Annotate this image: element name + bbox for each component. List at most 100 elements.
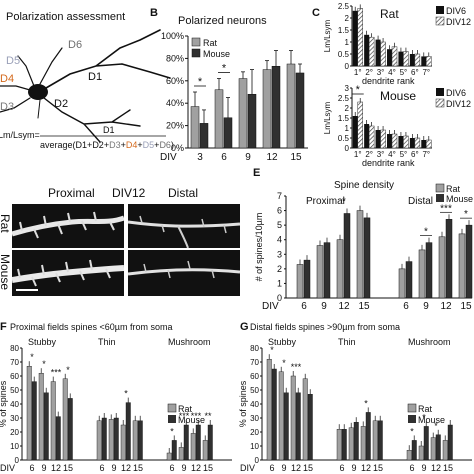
panel-e-x-label: DIV [262, 301, 279, 312]
panel-fg-sig-star: *** [291, 362, 302, 372]
panel-e-bar [405, 261, 413, 299]
panel-fg-legend-swatch-mouse [168, 415, 176, 423]
panel-c-legend-label: DIV12 [446, 17, 471, 27]
panel-e-label: E [253, 167, 260, 179]
panel-d-distal-label: Distal [168, 186, 199, 200]
panel-c-x-label: dendrite rank [362, 158, 415, 168]
panel-c-x-tick-label: 1° [354, 68, 362, 77]
panel-c-bar-div6 [352, 10, 358, 67]
panel-c-mouse-chart: 00.511.522.53 1° 2° 3° 4° 5° 6° 7° dendrite rank… [323, 84, 471, 168]
panel-fg-y-label: % of spines [238, 380, 248, 427]
formula-lhs: Lm/Lsym= [0, 130, 40, 140]
panel-fg-bar [283, 392, 289, 461]
panel-d-proximal-label: Proximal [48, 186, 95, 200]
panel-c-x-tick-label: 4° [388, 150, 396, 159]
panel-c-bar-div6 [352, 116, 358, 148]
panel-e-x-tick-label: 9 [321, 301, 327, 312]
panel-fg-x-tick-label: 6 [99, 463, 104, 473]
panel-b-bar [295, 72, 305, 149]
panel-e-bar [296, 264, 304, 299]
panel-c-x-tick-label: 5° [400, 150, 408, 159]
panel-c-bar-div6 [421, 140, 427, 148]
panel-c-y-tick-label: 0 [345, 144, 350, 153]
panel-c-bar-div12 [414, 137, 421, 149]
panel-fg-x-tick-label: 15 [203, 463, 213, 473]
label-d3: D3 [0, 101, 14, 113]
panel-f-axes: 0 10 20 30 40 50 60 70 80 % of spines Proximal fie… [0, 322, 232, 473]
panel-b-x-tick-label: 6 [221, 152, 227, 163]
panel-fg-sig-star: * [270, 345, 274, 355]
panel-b-bar [262, 69, 272, 149]
panel-e-bar [425, 242, 433, 299]
panel-fg-y-tick-label: 20 [10, 428, 19, 437]
panel-fg-bar [423, 426, 429, 461]
panel-g-label: G [240, 321, 249, 333]
micrograph-mouse-distal-image [128, 260, 240, 279]
panel-b-x-tick-label: 3 [197, 152, 203, 163]
panel-c-bar-div12 [414, 53, 421, 67]
panel-c-y-tick-label: 1.5 [338, 114, 350, 123]
panel-fg-x-tick-label: 12 [121, 463, 131, 473]
micrograph-rat-proximal-image [12, 211, 124, 239]
panel-e-bar [316, 245, 324, 299]
panel-fg-x-tick-label: 12 [51, 463, 61, 473]
panel-e-bar [418, 249, 426, 299]
panel-c-bar-div12 [368, 125, 375, 149]
panel-f-label: F [0, 321, 7, 333]
panel-fg-bar [365, 412, 371, 461]
micrograph-rat-proximal [12, 204, 124, 248]
dendrite-d6-path [39, 47, 63, 85]
panel-fg-y-tick-label: 70 [250, 358, 259, 367]
dendrite-d4-path [0, 85, 31, 91]
panel-fg-x-tick-label: 15 [133, 463, 143, 473]
panel-b-x-tick-label: 15 [290, 152, 302, 163]
panel-d-rat-label: Rat [0, 214, 12, 233]
panel-e-bar [445, 219, 453, 299]
panel-e-bar [363, 217, 371, 299]
panel-c-x-tick-label: 1° [354, 150, 362, 159]
dendrite-d2-path [43, 97, 141, 143]
panel-b-bar [199, 123, 209, 149]
label-d5: D5 [6, 55, 20, 67]
panel-fg-bar [113, 417, 119, 461]
panel-e-title: Spine density [334, 180, 394, 191]
micrograph-mouse-distal [128, 250, 240, 296]
panel-e-sig-star: * [464, 209, 468, 220]
dendrite-d1-path [45, 29, 171, 89]
panel-fg-bar [108, 419, 114, 461]
panel-fg-bar [132, 420, 138, 461]
panel-fg-y-label: % of spines [0, 380, 8, 427]
panel-fg-bar [302, 378, 308, 461]
panel-fg-legend-swatch-rat [167, 403, 177, 413]
panel-fg-x-label: DIV [240, 463, 255, 473]
panel-c-bar-div12 [391, 133, 398, 149]
panel-fg-bar [266, 359, 272, 461]
panel-b-y-tick-label: 20% [166, 121, 184, 131]
panel-c-x-label: dendrite rank [362, 76, 415, 86]
panel-fg-title: Distal fields spines >90µm from soma [250, 322, 400, 332]
panel-d-mouse-label: Mouse [0, 254, 12, 291]
panel-e-distal-label: Distal [408, 196, 433, 207]
panel-fg-sig-star: * [66, 365, 70, 375]
panel-fg-x-tick-label: 9 [351, 463, 356, 473]
panel-fg-bar [307, 394, 313, 461]
panel-e-x-tick-label: 12 [338, 301, 350, 312]
panel-c-x-tick-label: 7° [422, 150, 430, 159]
panel-e-legend-swatch-mouse [436, 194, 444, 202]
panel-fg-bar [372, 420, 378, 461]
panel-c-y-tick-label: 0.5 [338, 134, 350, 143]
panel-fg-sig-star: * [422, 412, 426, 422]
panel-fg-bar [411, 440, 417, 461]
panel-e-bar [458, 233, 466, 299]
panel-e-sig-star: * [424, 227, 428, 238]
panel-c-legend-swatch-div6 [436, 88, 444, 96]
dendrite-d3-path [0, 97, 31, 113]
panel-fg-bar [171, 440, 177, 461]
panel-e-x-tick-label: 15 [460, 301, 472, 312]
panel-c-x-tick-label: 7° [422, 68, 430, 77]
panel-b-legend-label: Rat [203, 38, 218, 48]
panel-c-y-tick-label: 2.5 [338, 2, 350, 11]
